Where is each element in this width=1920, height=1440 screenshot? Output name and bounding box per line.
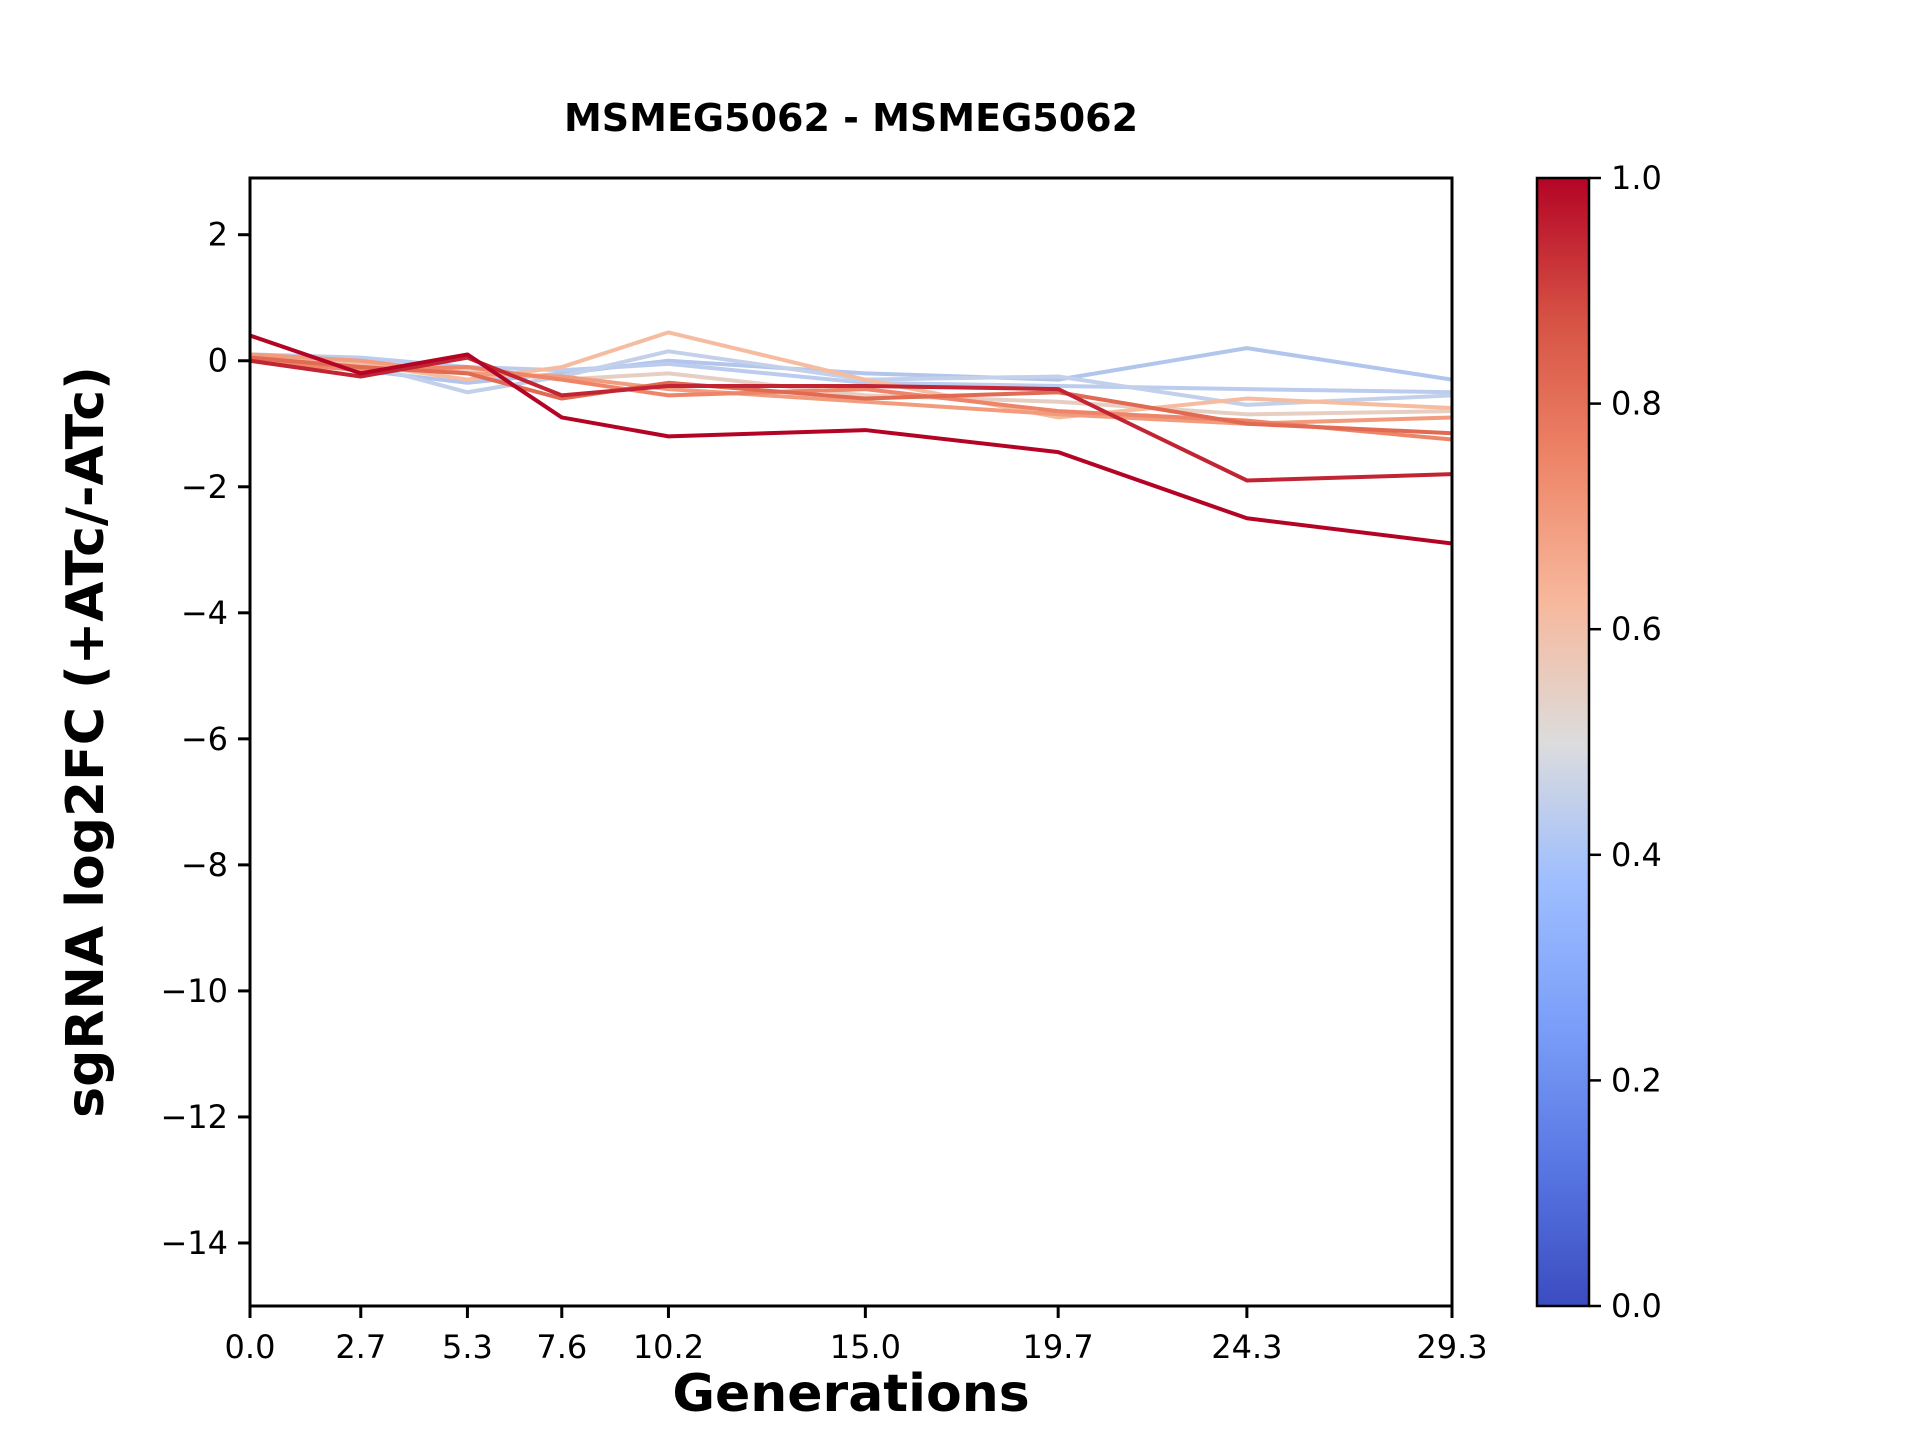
y-tick-label: −2: [181, 468, 228, 506]
colorbar-tick-label: 0.0: [1611, 1287, 1662, 1325]
colorbar-tick-label: 0.6: [1611, 610, 1662, 648]
sgrna-series-line: [250, 349, 1452, 407]
colorbar-tick-label: 0.4: [1611, 836, 1662, 874]
y-tick-label: −10: [160, 972, 228, 1010]
x-tick-label: 7.6: [536, 1328, 587, 1366]
y-tick-label: −14: [160, 1224, 228, 1262]
x-axis-label: Generations: [672, 1364, 1030, 1424]
colorbar-tick-label: 1.0: [1611, 159, 1662, 197]
x-tick-label: 10.2: [633, 1328, 704, 1366]
series-lines: [250, 330, 1452, 546]
y-tick-label: −4: [181, 594, 228, 632]
y-tick-label: −8: [181, 846, 228, 884]
x-tick-label: 5.3: [442, 1328, 493, 1366]
chart-title: MSMEG5062 - MSMEG5062: [563, 96, 1139, 140]
colorbar-tick-label: 0.2: [1611, 1061, 1662, 1099]
colorbar-tick-label: 0.8: [1611, 385, 1662, 423]
x-tick-label: 19.7: [1023, 1328, 1094, 1366]
x-tick-label: 29.3: [1416, 1328, 1487, 1366]
sgrna-series-line: [250, 352, 1452, 395]
sgrna-series-line: [250, 352, 1452, 426]
x-tick-label: 15.0: [830, 1328, 901, 1366]
x-tick-label: 2.7: [335, 1328, 386, 1366]
sgrna-series-line: [250, 355, 1452, 483]
colorbar-gradient: [1537, 178, 1589, 1306]
x-tick-label: 0.0: [225, 1328, 276, 1366]
axes-spines: [248, 176, 1454, 1308]
colorbar-outline: [1535, 176, 1591, 1308]
x-tick-label: 24.3: [1211, 1328, 1282, 1366]
y-tick-label: −6: [181, 720, 228, 758]
y-tick-label: 0: [208, 342, 228, 380]
y-tick-label: 2: [208, 216, 228, 254]
sgrna-series-line: [250, 333, 1452, 546]
y-tick-label: −12: [160, 1098, 228, 1136]
